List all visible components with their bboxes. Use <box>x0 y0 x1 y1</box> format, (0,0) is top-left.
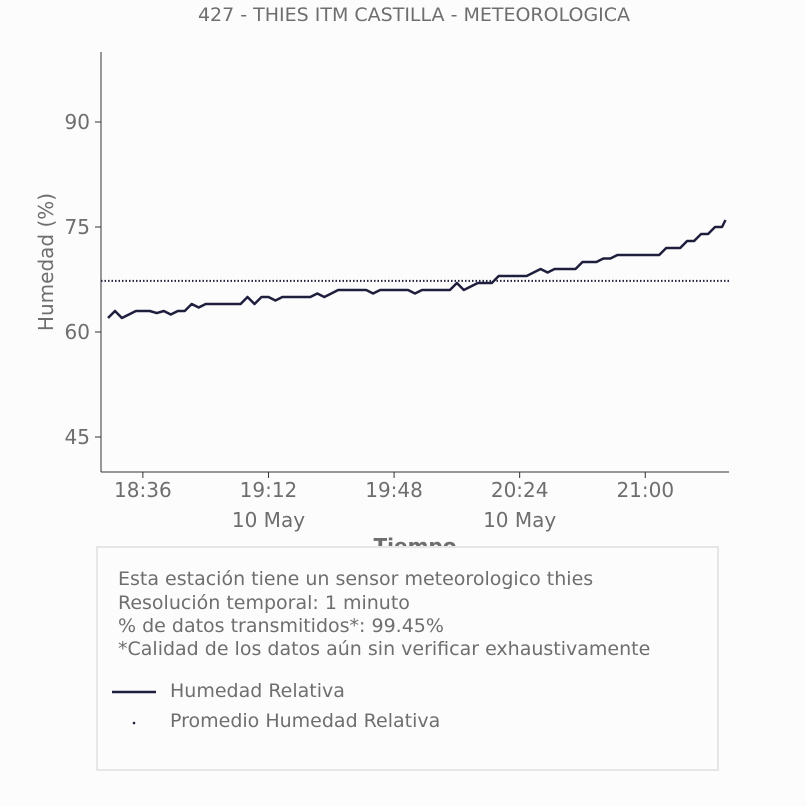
x-axis-ticks: 18:36 19:12 10 May 19:48 20:24 10 May 21:00 <box>114 472 674 532</box>
info-box: Esta estación tiene un sensor meteorolog… <box>96 546 719 771</box>
info-line-sensor: Esta estación tiene un sensor meteorolog… <box>118 568 594 590</box>
x-tick-label: 20:24 <box>491 478 549 502</box>
y-tick-label: 75 <box>65 215 90 239</box>
x-tick-label: 18:36 <box>114 478 172 502</box>
humidity-series-line <box>107 219 727 320</box>
series-layer <box>101 219 729 320</box>
y-axis-label: Humedad (%) <box>34 193 58 331</box>
x-tick-label: 19:48 <box>365 478 423 502</box>
x-tick-label: 19:12 <box>240 478 298 502</box>
chart-title: 427 - THIES ITM CASTILLA - METEOROLOGICA <box>198 4 630 26</box>
legend-dot-icon <box>132 721 136 725</box>
info-line-quality-note: *Calidad de los datos aún sin verificar … <box>118 638 651 660</box>
x-tick-date-label: 10 May <box>232 508 305 532</box>
y-tick-label: 60 <box>65 320 90 344</box>
x-tick-label: 21:00 <box>616 478 674 502</box>
y-axis-ticks: 45 60 75 90 <box>65 110 101 449</box>
y-tick-label: 90 <box>65 110 90 134</box>
humidity-chart: 427 - THIES ITM CASTILLA - METEOROLOGICA… <box>34 4 729 558</box>
legend-solid-line-icon <box>112 690 156 694</box>
info-line-resolution: Resolución temporal: 1 minuto <box>118 592 410 614</box>
legend-label-average: Promedio Humedad Relativa <box>170 710 441 732</box>
legend-label-humidity: Humedad Relativa <box>170 680 345 702</box>
info-line-transmitted: % de datos transmitidos*: 99.45% <box>118 615 444 637</box>
y-tick-label: 45 <box>65 425 90 449</box>
x-tick-date-label: 10 May <box>483 508 556 532</box>
